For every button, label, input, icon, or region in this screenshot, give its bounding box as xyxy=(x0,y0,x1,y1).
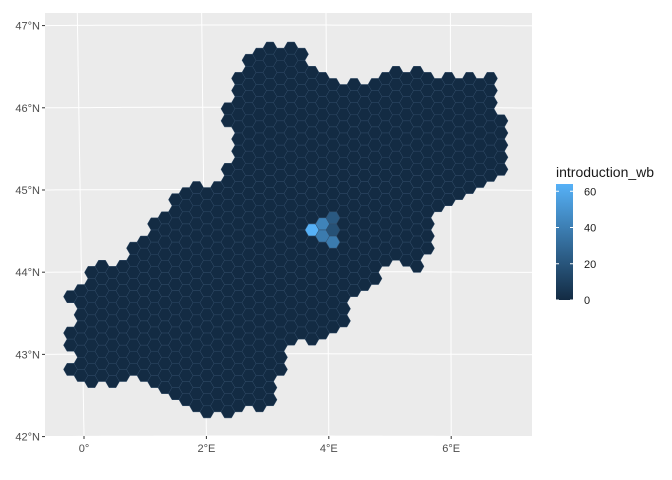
hex-cell xyxy=(273,363,288,376)
y-tick-label: 47°N xyxy=(15,21,40,33)
hex-cell xyxy=(493,163,509,176)
meridian-gridline xyxy=(76,13,85,436)
hex-cell xyxy=(336,314,351,328)
y-tick-label: 43°N xyxy=(15,349,40,361)
axes: 0° 2°E 4°E 6°E 42°N 43°N 44°N 45°N 46°N 47°N xyxy=(15,21,460,455)
y-tick-label: 46°N xyxy=(15,103,40,115)
x-tick-label: 2°E xyxy=(197,443,215,455)
legend-colorbar xyxy=(556,184,573,300)
legend-title: introduction_wb xyxy=(556,164,654,180)
hex-cell xyxy=(420,241,435,255)
hex-cell xyxy=(367,272,383,285)
x-tick-label: 4°E xyxy=(320,443,338,455)
y-tick-label: 42°N xyxy=(15,432,40,444)
y-tick-label: 45°N xyxy=(15,185,40,197)
hex-cell xyxy=(262,393,278,407)
x-tick-label: 0° xyxy=(79,443,90,455)
x-tick-label: 6°E xyxy=(442,443,460,455)
hex-layer xyxy=(63,41,509,419)
legend-break-label: 60 xyxy=(584,186,596,198)
y-tick-label: 44°N xyxy=(15,267,40,279)
parallel-gridline xyxy=(45,24,532,27)
legend: introduction_wb 0 20 40 60 xyxy=(556,164,654,307)
meridian-gridline xyxy=(449,13,452,436)
legend-break-label: 0 xyxy=(584,295,590,307)
legend-break-label: 20 xyxy=(584,259,596,271)
hex-cell xyxy=(409,260,425,273)
legend-break-label: 40 xyxy=(584,223,596,235)
